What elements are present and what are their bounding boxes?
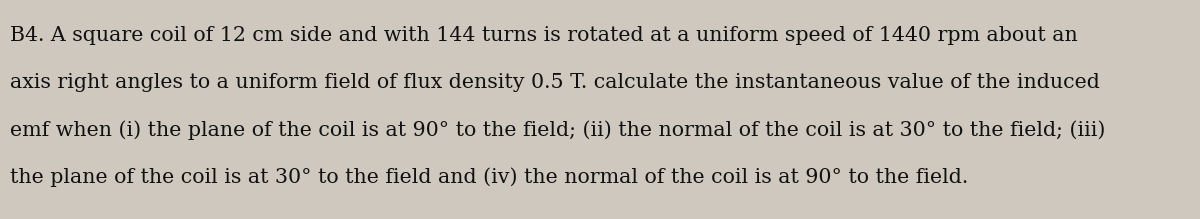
- Text: the plane of the coil is at 30° to the field and (iv) the normal of the coil is : the plane of the coil is at 30° to the f…: [10, 168, 968, 187]
- Text: axis right angles to a uniform field of flux density 0.5 T. calculate the instan: axis right angles to a uniform field of …: [10, 73, 1099, 92]
- Text: emf when (i) the plane of the coil is at 90° to the field; (ii) the normal of th: emf when (i) the plane of the coil is at…: [10, 120, 1105, 140]
- Text: B4. A square coil of 12 cm side and with 144 turns is rotated at a uniform speed: B4. A square coil of 12 cm side and with…: [10, 26, 1078, 45]
